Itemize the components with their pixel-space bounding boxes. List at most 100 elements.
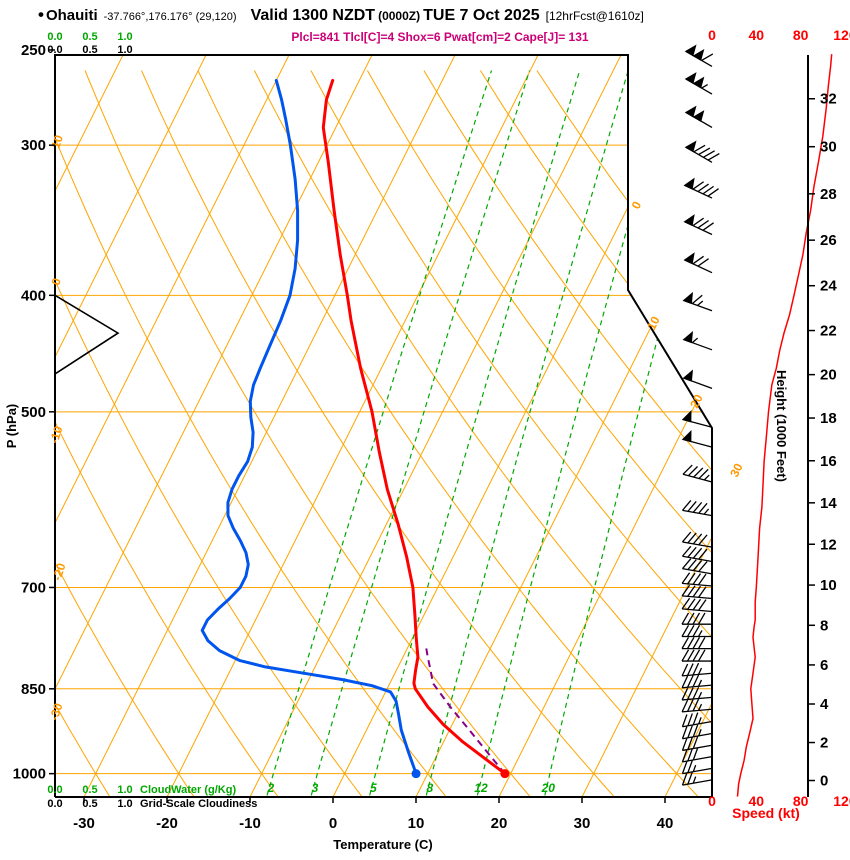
- cloudiness-profile: [54, 294, 120, 375]
- cloudiness-label: Grid-Scale Cloudiness: [140, 798, 257, 810]
- svg-text:400: 400: [21, 287, 46, 304]
- temperature-axis-label: Temperature (C): [333, 837, 432, 852]
- svg-text:22: 22: [820, 323, 837, 340]
- svg-text:30: 30: [574, 815, 591, 832]
- pressure-axis-label: P (hPa): [4, 404, 19, 449]
- temperature-curve: [321, 78, 507, 776]
- svg-text:1.0: 1.0: [117, 784, 132, 796]
- station-name: Ohauiti: [45, 7, 98, 24]
- svg-text:500: 500: [21, 404, 46, 421]
- svg-text:40: 40: [749, 27, 765, 43]
- svg-text:1.0: 1.0: [117, 44, 132, 56]
- svg-text:20: 20: [541, 781, 556, 795]
- speed-axis-label: Speed (kt): [732, 805, 800, 821]
- valid-time: Valid 1300 NZDT: [250, 7, 376, 24]
- wind-speed-profile: [736, 54, 833, 797]
- svg-text:-10: -10: [239, 815, 261, 832]
- svg-text:0: 0: [708, 27, 716, 43]
- height-axis-label: Height (1000 Feet): [774, 370, 789, 482]
- svg-text:30: 30: [727, 461, 746, 480]
- svg-text:0.5: 0.5: [82, 44, 97, 56]
- svg-text:6: 6: [820, 657, 828, 674]
- svg-text:0: 0: [629, 199, 645, 212]
- svg-text:2: 2: [820, 735, 828, 752]
- svg-text:80: 80: [793, 27, 809, 43]
- svg-text:850: 850: [21, 681, 46, 698]
- svg-text:3: 3: [312, 781, 319, 795]
- svg-text:80: 80: [793, 793, 809, 809]
- svg-text:26: 26: [820, 232, 837, 249]
- svg-text:0: 0: [49, 276, 64, 287]
- parcel-path: [425, 647, 506, 775]
- surface-temp-dot: [500, 769, 510, 779]
- svg-text:300: 300: [21, 137, 46, 154]
- svg-text:0: 0: [820, 773, 828, 790]
- grid-line-labels: 10 0 -10 -20 -30 0 10 20 30 2 3 5 8 12 20: [47, 133, 746, 795]
- svg-text:8: 8: [820, 617, 828, 634]
- svg-text:120: 120: [833, 793, 850, 809]
- svg-text:10: 10: [48, 133, 66, 150]
- svg-text:0.0: 0.0: [47, 44, 62, 56]
- svg-text:0.0: 0.0: [47, 798, 62, 810]
- svg-text:0.5: 0.5: [82, 31, 97, 43]
- svg-text:4: 4: [820, 696, 829, 713]
- mixing-ratio-lines: [263, 70, 712, 797]
- svg-text:20: 20: [820, 367, 837, 384]
- svg-text:2: 2: [267, 781, 275, 795]
- svg-text:1.0: 1.0: [117, 31, 132, 43]
- svg-text:0.0: 0.0: [47, 784, 62, 796]
- plot-frame: [54, 54, 713, 798]
- cloud-scales: 0.00.00.00.00.50.50.50.51.01.01.01.0Clou…: [47, 31, 257, 810]
- svg-text:120: 120: [833, 27, 850, 43]
- svg-text:10: 10: [644, 314, 663, 333]
- station-coords: -37.766°,176.176° (29,120): [103, 11, 237, 23]
- svg-text:-20: -20: [156, 815, 178, 832]
- dewpoint-curve: [200, 78, 418, 776]
- svg-text:0.0: 0.0: [47, 31, 62, 43]
- wind-barbs: [681, 44, 720, 786]
- surface-dewpoint-dot: [411, 769, 421, 779]
- svg-text:28: 28: [820, 186, 837, 203]
- svg-text:20: 20: [687, 392, 706, 411]
- svg-text:0.5: 0.5: [82, 784, 97, 796]
- header: • Ohauiti -37.766°,176.176° (29,120) Valid …: [0, 5, 850, 25]
- station-marker-dot: •: [38, 5, 44, 24]
- svg-text:24: 24: [820, 278, 837, 295]
- svg-text:5: 5: [370, 781, 377, 795]
- svg-text:40: 40: [749, 793, 765, 809]
- valid-time-zulu: (0000Z): [378, 9, 421, 23]
- svg-text:12: 12: [474, 781, 488, 795]
- forecast-tag: [12hrFcst@1610z]: [545, 9, 644, 23]
- svg-text:8: 8: [427, 781, 434, 795]
- svg-text:40: 40: [657, 815, 674, 832]
- svg-text:700: 700: [21, 579, 46, 596]
- valid-date: TUE 7 Oct 2025: [423, 7, 540, 24]
- svg-text:10: 10: [408, 815, 425, 832]
- cloudwater-label: CloudWater (g/Kg): [140, 784, 236, 796]
- speed-axis: 0040408080120120Speed (kt): [708, 27, 850, 821]
- svg-text:16: 16: [820, 453, 837, 470]
- svg-text:20: 20: [491, 815, 508, 832]
- svg-text:32: 32: [820, 91, 837, 108]
- svg-text:-30: -30: [73, 815, 95, 832]
- svg-text:14: 14: [820, 495, 837, 512]
- svg-text:-20: -20: [50, 561, 69, 582]
- svg-text:0.5: 0.5: [82, 798, 97, 810]
- pressure-axis: 250 300 400 500 700 850 1000 P (hPa): [4, 42, 55, 783]
- skewt-grid: [55, 55, 712, 797]
- svg-text:1.0: 1.0: [117, 798, 132, 810]
- sounding-indices: Plcl=841 Tlcl[C]=4 Shox=6 Pwat[cm]=2 Cap…: [291, 30, 589, 44]
- svg-text:-10: -10: [47, 424, 66, 445]
- svg-text:10: 10: [820, 577, 837, 594]
- temperature-axis: -30 -20 -10 0 10 20 30 40 Temperature (C): [73, 797, 673, 852]
- svg-text:1000: 1000: [13, 766, 46, 783]
- svg-text:0: 0: [708, 793, 716, 809]
- svg-text:-30: -30: [47, 701, 66, 722]
- svg-text:0: 0: [329, 815, 337, 832]
- svg-text:18: 18: [820, 410, 837, 427]
- svg-text:30: 30: [820, 139, 837, 156]
- svg-text:250: 250: [21, 42, 46, 59]
